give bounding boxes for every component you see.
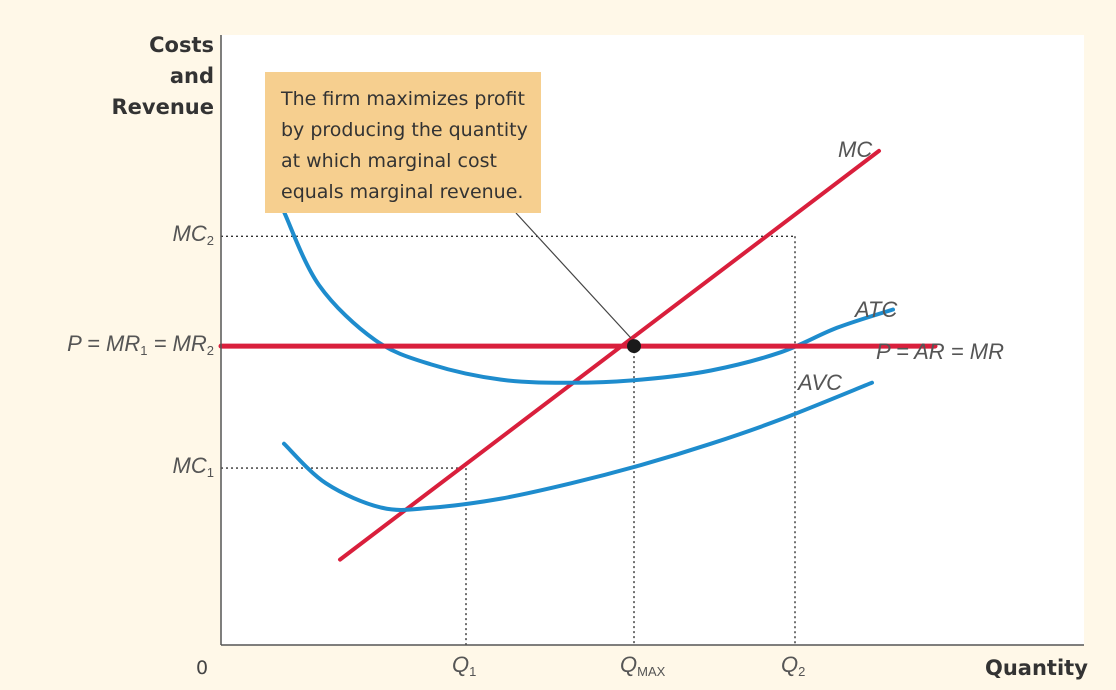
series-label-mc: MC [838,137,873,162]
x-tick-qmax-text: Q [620,652,638,677]
annotation-pointer [515,212,632,339]
y-tick-mc2: MC2 [173,221,214,248]
y-tick-price-mid: = MR [147,331,207,357]
x-tick-q2: Q2 [781,652,805,679]
y-tick-mc1: MC1 [173,453,214,480]
y-tick-mc2-text: MC [172,221,207,247]
annotation-line-4: equals marginal revenue. [281,181,524,203]
x-tick-q2-text: Q [781,652,799,677]
x-tick-qmax: QMAX [620,652,665,679]
atc-curve [282,209,895,385]
y-axis-title-line-2: and [169,64,214,88]
x-tick-qmax-sub: MAX [637,664,666,679]
y-tick-price-text: P = MR [67,331,141,357]
y-axis-title: Costs and Revenue [112,30,215,123]
annotation-line-3: at which marginal cost [281,150,497,172]
axes [220,35,1084,646]
y-tick-mc1-text: MC [172,453,207,479]
series-label-atc: ATC [855,297,898,322]
y-axis-title-line-1: Costs [149,33,214,57]
x-tick-q1-sub: 1 [469,664,477,679]
origin-label: 0 [196,657,209,679]
y-tick-price: P = MR1 = MR2 [67,331,214,358]
annotation-line-1: The firm maximizes profit [281,88,525,110]
x-tick-q2-sub: 2 [798,664,806,679]
mc-line [338,148,881,562]
y-tick-price-sub2: 2 [206,343,214,359]
x-tick-q1: Q1 [452,652,476,679]
series-label-avc: AVC [798,370,843,395]
annotation-box: The firm maximizes profit by producing t… [265,72,541,213]
x-axis-title: Quantity [985,656,1088,680]
avc-curve [282,380,874,512]
profit-max-point [627,339,641,354]
y-tick-mc2-sub: 2 [206,233,214,249]
series-label-price: P = AR = MR [876,339,1004,364]
y-axis-title-line-3: Revenue [111,95,215,119]
series-group [218,148,938,562]
annotation-line-2: by producing the quantity [281,119,528,141]
y-tick-mc1-sub: 1 [206,465,214,481]
marker-group [515,212,641,354]
x-tick-q1-text: Q [452,652,470,677]
y-tick-price-sub1: 1 [140,343,148,359]
